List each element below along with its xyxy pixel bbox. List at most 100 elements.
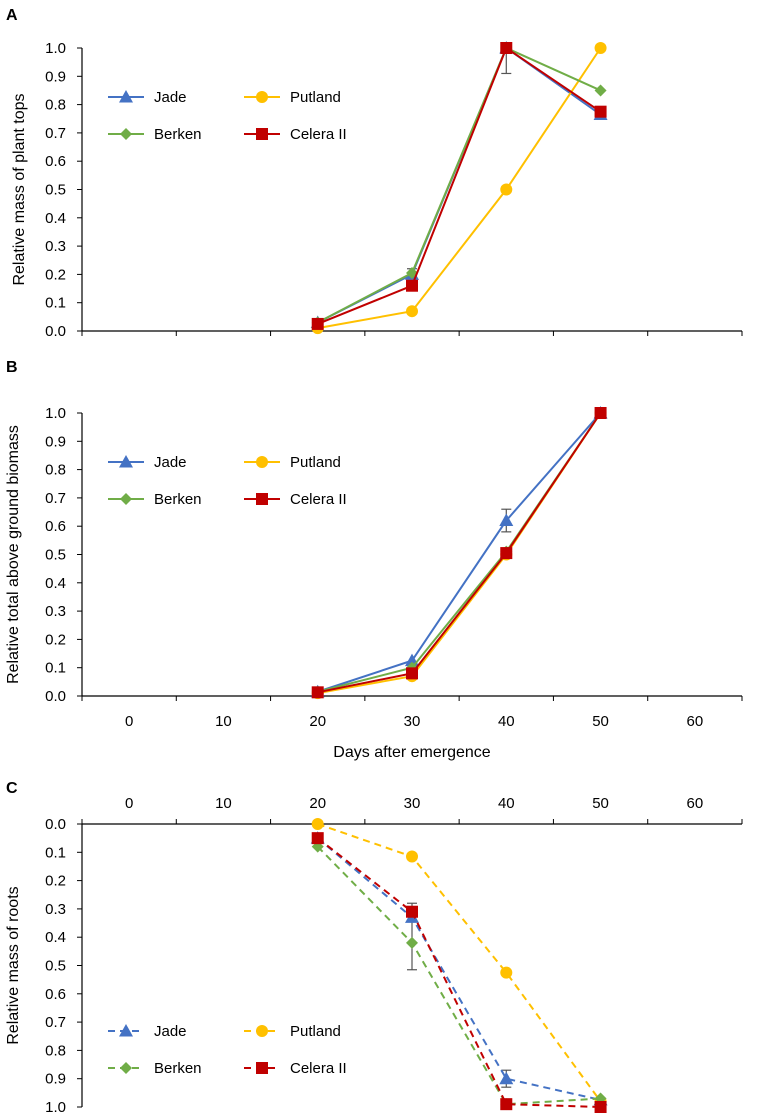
panel-a-point-putland bbox=[594, 42, 607, 54]
panel-b-legend-label: Jade bbox=[154, 454, 187, 471]
panel-a-legend-jade: Jade bbox=[108, 89, 187, 106]
panel-b-series-line-celera-ii bbox=[317, 412, 602, 694]
panel-a-point-putland bbox=[500, 183, 513, 196]
panel-a-point-berken bbox=[594, 84, 607, 97]
panel-c-x-tick-label: 40 bbox=[498, 795, 515, 812]
panel-b-y-tick-label: 0.4 bbox=[45, 575, 66, 592]
panel-a-point-celera-ii bbox=[594, 105, 607, 118]
panel-b-legend-putland: Putland bbox=[244, 454, 341, 471]
panel-b-point-jade bbox=[499, 513, 514, 527]
panel-c-point-putland bbox=[311, 818, 324, 830]
panel-a-point-putland bbox=[406, 305, 418, 318]
panel-a-series-line-berken bbox=[317, 46, 601, 324]
panel-c-series-line-berken bbox=[317, 845, 601, 1106]
panel-c-y-tick-label: 0.2 bbox=[45, 873, 66, 890]
panel-b-x-tick-label: 30 bbox=[404, 713, 421, 730]
panel-b-legend-marker bbox=[256, 456, 268, 468]
panel-c-legend-berken: Berken bbox=[108, 1060, 202, 1077]
panel-b-x-tick-label: 40 bbox=[498, 713, 515, 730]
panel-b-series-line-putland bbox=[317, 412, 602, 695]
panel-c-y-tick-label: 0.0 bbox=[45, 816, 66, 833]
panel-b-legend-berken: Berken bbox=[108, 491, 202, 508]
panel-c-x-tick-label: 30 bbox=[404, 795, 421, 812]
panel-b-x-tick-label: 10 bbox=[215, 713, 232, 730]
panel-c-point-berken bbox=[406, 936, 418, 949]
panel-a-y-axis-title: Relative mass of plant tops bbox=[11, 93, 28, 285]
panel-c-legend-putland: Putland bbox=[244, 1023, 341, 1040]
panel-a-y-tick-label: 0.1 bbox=[45, 295, 66, 312]
panel-b-legend-label: Putland bbox=[290, 454, 341, 471]
panel-b-legend-label: Celera II bbox=[290, 491, 347, 508]
panel-a-y-tick-label: 1.0 bbox=[45, 40, 66, 57]
panel-c-point-celera-ii bbox=[594, 1101, 607, 1113]
panel-b-y-tick-label: 0.1 bbox=[45, 660, 66, 677]
panel-a-legend-marker bbox=[256, 91, 268, 103]
panel-c-point-jade bbox=[499, 1071, 514, 1085]
panel-a-y-tick-label: 0.5 bbox=[45, 182, 66, 199]
panel-a-point-celera-ii bbox=[500, 42, 513, 54]
panel-c-legend-marker bbox=[120, 1062, 132, 1074]
panel-c-legend-marker bbox=[256, 1062, 268, 1074]
panel-c-point-celera-ii bbox=[311, 832, 324, 845]
panel-b-y-tick-label: 0.3 bbox=[45, 603, 66, 620]
panel-c-legend-label: Berken bbox=[154, 1060, 202, 1077]
panel-a-legend-putland: Putland bbox=[244, 89, 341, 106]
panel-c-point-celera-ii bbox=[500, 1098, 513, 1111]
panel-b-y-tick-label: 0.7 bbox=[45, 490, 66, 507]
panel-b-legend-marker bbox=[119, 455, 133, 468]
panel-b-series-line-berken bbox=[317, 412, 602, 693]
panel-b-point-celera-ii bbox=[406, 667, 418, 680]
panel-c-legend-jade: Jade bbox=[108, 1023, 187, 1040]
panel-a-legend-label: Putland bbox=[290, 89, 341, 106]
panel-b-x-axis-title: Days after emergence bbox=[333, 744, 491, 761]
panel-b-y-axis-title: Relative total above ground biomass bbox=[5, 425, 22, 684]
panel-b-y-tick-label: 0.0 bbox=[45, 688, 66, 705]
panel-a-legend-marker bbox=[256, 128, 268, 140]
panel-c-series-line-putland bbox=[317, 823, 602, 1102]
panel-c-series-line-jade bbox=[317, 837, 601, 1101]
panel-b-point-celera-ii bbox=[500, 547, 513, 560]
panel-c-roots: 0.0 0.1 0.2 0.3 0.4 0.5 0.6 0.7 0.8 0.9 1.0 0 10 20 30… bbox=[5, 795, 743, 1116]
panel-b-legend-jade: Jade bbox=[108, 454, 187, 471]
panel-b-x-tick-label: 50 bbox=[592, 713, 609, 730]
panel-c-y-tick-label: 0.8 bbox=[45, 1042, 66, 1059]
panel-a-legend-marker bbox=[119, 90, 133, 103]
panel-a-y-tick-label: 0.3 bbox=[45, 238, 66, 255]
panel-b-series-line-jade bbox=[317, 412, 602, 693]
panel-c-legend-celera-ii: Celera II bbox=[244, 1060, 347, 1077]
panel-a-plant-tops: 0.0 0.1 0.2 0.3 0.4 0.5 0.6 0.7 0.8 0.9 1.0 Relativ… bbox=[11, 40, 743, 340]
panel-c-y-tick-label: 0.5 bbox=[45, 958, 66, 975]
panel-c-legend-label: Jade bbox=[154, 1023, 187, 1040]
panel-c-y-tick-label: 0.1 bbox=[45, 844, 66, 861]
panel-b-y-tick-label: 1.0 bbox=[45, 405, 66, 422]
panel-b-x-tick-label: 20 bbox=[309, 713, 326, 730]
panel-b-legend-celera-ii: Celera II bbox=[244, 491, 347, 508]
panel-b-total-biomass: 0.0 0.1 0.2 0.3 0.4 0.5 0.6 0.7 0.8 0.9 1.0 0 10 20 30… bbox=[5, 405, 743, 761]
panel-c-x-tick-label: 20 bbox=[309, 795, 326, 812]
panel-b-legend-marker bbox=[256, 493, 268, 505]
panel-b-y-tick-label: 0.8 bbox=[45, 462, 66, 479]
panel-c-point-putland bbox=[500, 966, 513, 979]
panel-b-y-tick-label: 0.5 bbox=[45, 547, 66, 564]
panel-c-point-celera-ii bbox=[406, 905, 418, 918]
panel-c-x-tick-label: 60 bbox=[687, 795, 704, 812]
panel-a-y-tick-label: 0.8 bbox=[45, 97, 66, 114]
panel-letter-b: B bbox=[6, 359, 18, 376]
panel-c-y-tick-label: 0.3 bbox=[45, 901, 66, 918]
panel-c-legend-label: Putland bbox=[290, 1023, 341, 1040]
panel-a-legend-marker bbox=[120, 128, 132, 140]
panel-b-legend-marker bbox=[120, 493, 132, 505]
panel-a-y-tick-label: 0.6 bbox=[45, 153, 66, 170]
panel-b-x-tick-label: 0 bbox=[125, 713, 133, 730]
panel-c-x-tick-label: 0 bbox=[125, 795, 133, 812]
panel-a-legend-label: Berken bbox=[154, 126, 202, 143]
panel-b-point-celera-ii bbox=[311, 686, 324, 699]
panel-a-y-tick-label: 0.4 bbox=[45, 210, 66, 227]
panel-b-x-tick-label: 60 bbox=[687, 713, 704, 730]
panel-c-legend-marker bbox=[119, 1024, 133, 1037]
panel-b-y-tick-label: 0.9 bbox=[45, 433, 66, 450]
panel-c-legend-marker bbox=[256, 1025, 268, 1037]
panel-c-y-tick-label: 0.7 bbox=[45, 1014, 66, 1031]
panel-c-y-tick-label: 1.0 bbox=[45, 1099, 66, 1116]
